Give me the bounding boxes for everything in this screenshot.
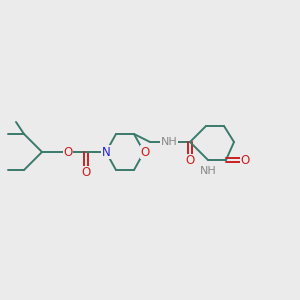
Text: O: O <box>185 154 195 167</box>
Text: NH: NH <box>200 166 216 176</box>
Text: O: O <box>63 146 73 158</box>
Text: O: O <box>240 154 250 166</box>
Text: O: O <box>140 146 150 158</box>
Text: NH: NH <box>160 137 177 147</box>
Text: N: N <box>102 146 110 158</box>
Text: O: O <box>81 167 91 179</box>
